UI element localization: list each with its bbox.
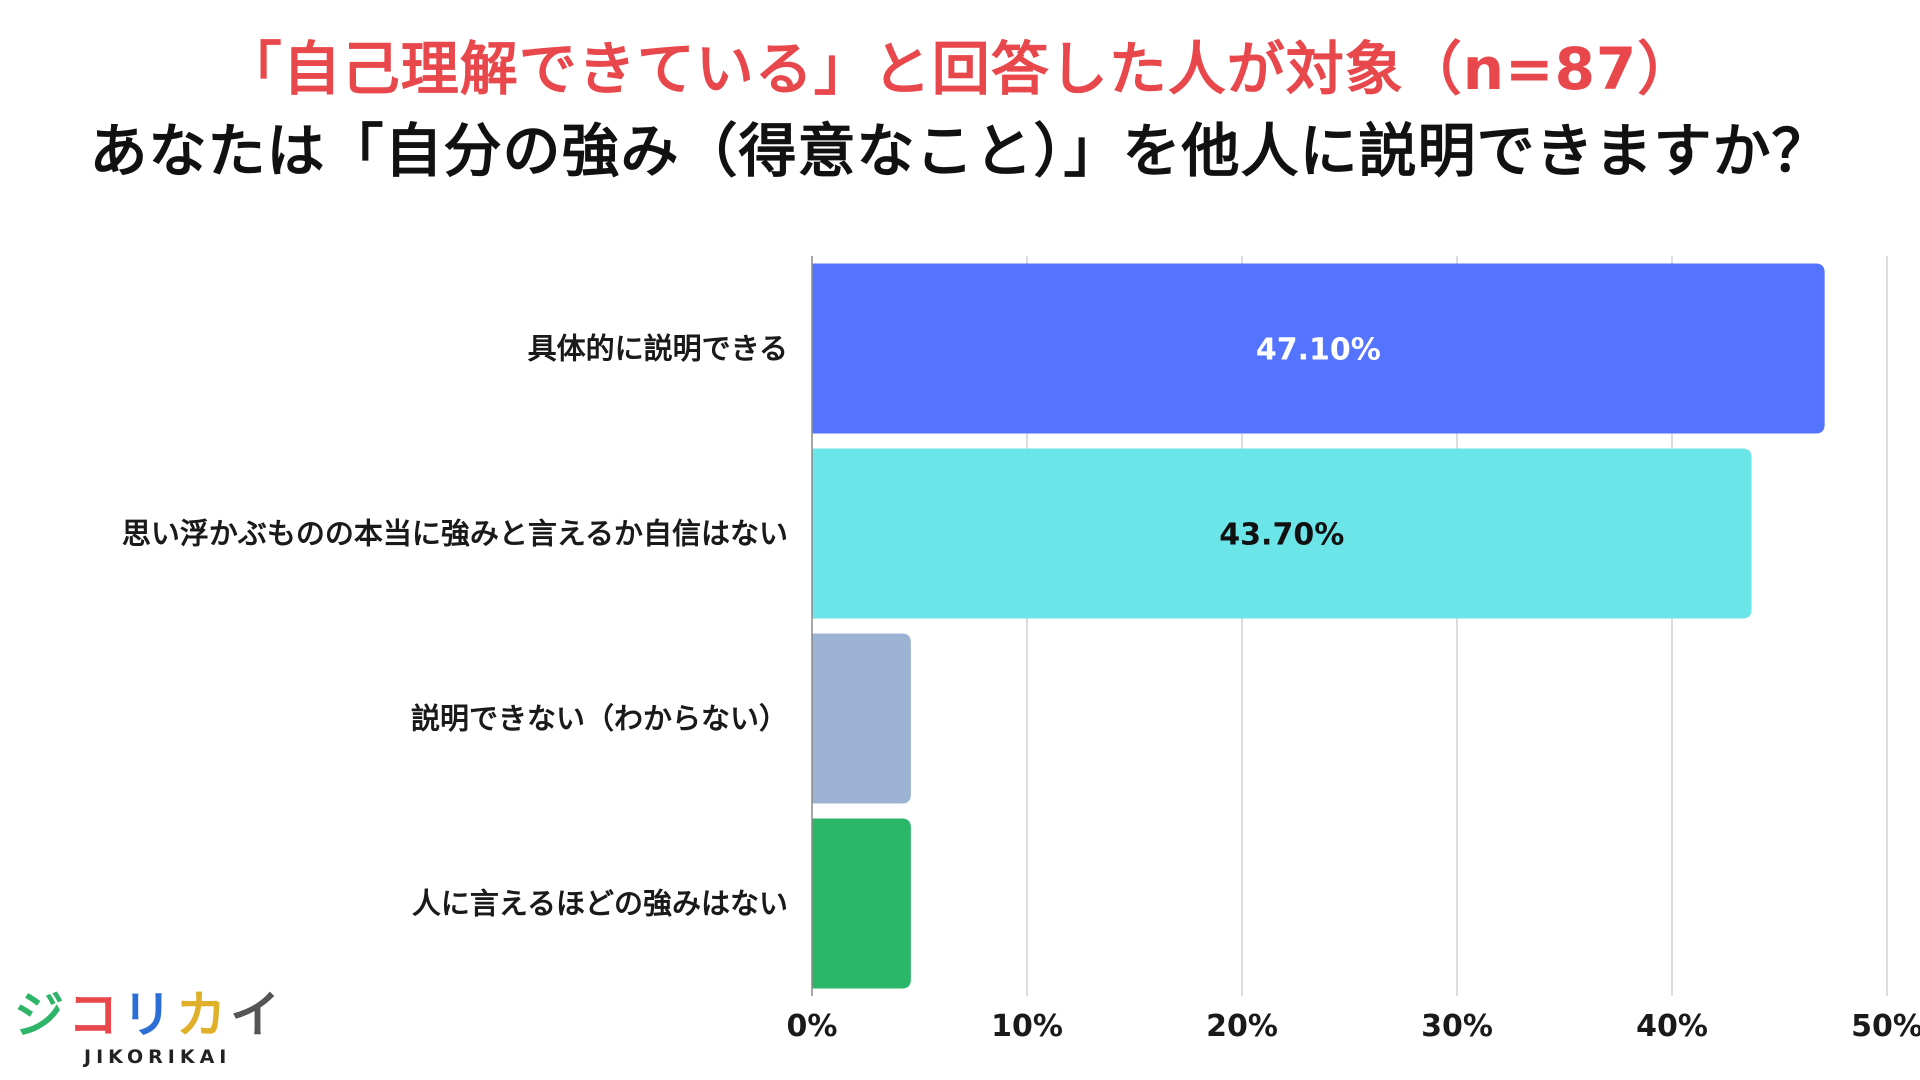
category-labels: 具体的に説明できる思い浮かぶものの本当に強みと言えるか自信はない説明できない（わ… [122,332,788,921]
chart-subtitle: 「自己理解できている」と回答した人が対象（n=87） [223,35,1697,103]
bars [812,263,1825,989]
bar [812,448,1752,619]
category-label: 人に言えるほどの強みはない [412,887,788,921]
category-label: 説明できない（わからない） [411,702,788,736]
x-tick-label: 50% [1851,1009,1920,1044]
category-label: 具体的に説明できる [528,332,788,366]
x-tick-labels: 0% 10% 20% 30% 40% 50% [787,1009,1920,1044]
value-labels: 47.10% 43.70% [1219,333,1381,553]
logo-kana: ジコリカイ [14,988,284,1042]
bar [812,263,1825,434]
x-tick-label: 40% [1636,1009,1708,1044]
bar [812,818,911,989]
logo-wordmark: JIKORIKAI [84,1046,232,1068]
value-label: 43.70% [1219,518,1344,553]
chart-title: あなたは「自分の強み（得意なこと）」を他人に説明できますか？ [89,117,1831,185]
category-label: 思い浮かぶものの本当に強みと言えるか自信はない [122,517,788,551]
x-tick-label: 10% [991,1009,1063,1044]
x-tick-label: 0% [787,1009,838,1044]
brand-logo: ジコリカイ JIKORIKAI [14,988,294,1074]
logo-kana-char: リ [122,986,176,1044]
logo-kana-char: コ [68,986,122,1044]
logo-kana-char: カ [176,986,230,1044]
logo-kana-char: ジ [14,986,68,1044]
bar [812,633,911,804]
logo-kana-char: イ [230,986,284,1044]
x-tick-label: 20% [1206,1009,1278,1044]
x-tick-label: 30% [1421,1009,1493,1044]
value-label: 47.10% [1256,333,1381,368]
